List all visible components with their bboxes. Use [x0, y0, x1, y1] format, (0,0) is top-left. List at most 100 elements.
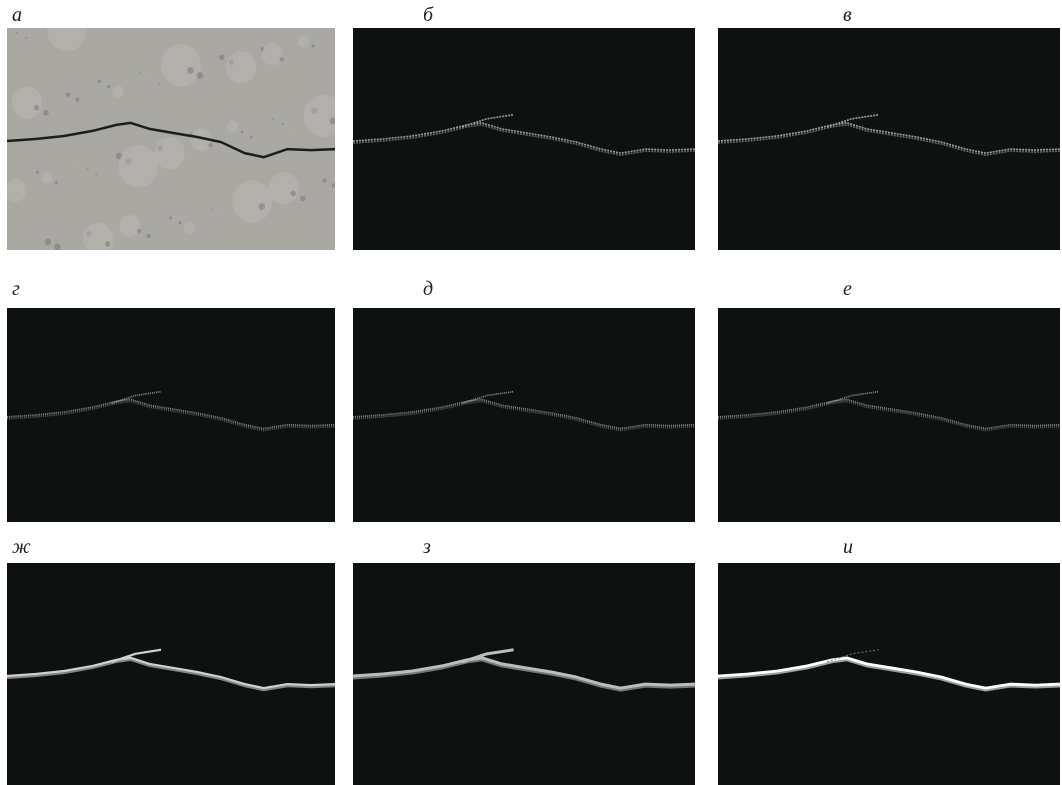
panel-label: б	[423, 4, 434, 26]
panel-label: г	[12, 278, 20, 300]
texture	[290, 190, 296, 197]
texture	[86, 231, 92, 237]
texture	[291, 127, 294, 130]
texture	[210, 208, 213, 211]
crack	[718, 398, 1060, 430]
texture	[303, 94, 335, 137]
texture	[157, 145, 163, 151]
texture	[310, 107, 318, 115]
panel-label: а	[12, 4, 22, 26]
texture	[161, 44, 201, 87]
panel-image	[718, 28, 1060, 250]
panel-image	[718, 563, 1060, 785]
crack-branch	[461, 390, 514, 405]
texture	[7, 179, 27, 202]
texture	[260, 46, 265, 52]
texture	[232, 180, 273, 223]
panel-label: в	[843, 4, 852, 26]
texture	[226, 120, 239, 133]
crack-edge	[7, 658, 335, 692]
texture	[112, 85, 124, 98]
texture	[249, 135, 253, 139]
crack-edge	[353, 400, 695, 432]
panel-image	[7, 563, 335, 785]
texture	[33, 104, 40, 111]
texture	[196, 71, 204, 79]
texture	[54, 243, 61, 250]
texture	[331, 183, 335, 188]
crack	[7, 656, 335, 690]
texture	[258, 203, 266, 211]
texture	[183, 221, 196, 234]
texture	[125, 157, 132, 165]
panel-image	[7, 308, 335, 522]
texture	[96, 173, 99, 176]
panel-image	[353, 563, 695, 785]
texture	[272, 117, 275, 120]
background	[353, 308, 695, 522]
panel-label: ж	[12, 536, 31, 558]
texture	[228, 59, 235, 66]
crack-edge	[7, 400, 335, 432]
texture	[225, 51, 257, 84]
crack-branch	[111, 390, 162, 405]
background	[7, 308, 335, 522]
crack	[353, 398, 695, 430]
texture	[115, 152, 123, 160]
crack	[718, 656, 1060, 690]
texture	[97, 79, 101, 84]
texture	[75, 97, 80, 102]
crack-branch	[111, 648, 162, 663]
texture	[187, 66, 194, 74]
texture	[7, 28, 8, 30]
panel-image	[718, 308, 1060, 522]
texture	[86, 168, 89, 171]
texture	[281, 122, 284, 125]
texture	[190, 128, 212, 152]
texture	[158, 82, 161, 85]
texture	[240, 130, 244, 134]
texture	[219, 54, 225, 61]
texture	[311, 44, 315, 48]
crack-edge	[353, 658, 695, 692]
texture	[54, 180, 58, 185]
texture	[279, 57, 284, 62]
panel-image	[353, 308, 695, 522]
texture	[35, 170, 39, 174]
texture	[146, 233, 151, 239]
texture	[65, 92, 70, 97]
background	[718, 308, 1060, 522]
crack-branch	[461, 648, 514, 664]
crack	[718, 122, 1060, 154]
texture	[268, 172, 299, 205]
texture	[11, 86, 43, 119]
texture	[43, 109, 49, 116]
texture	[77, 163, 80, 166]
texture	[169, 216, 173, 220]
texture	[300, 195, 306, 202]
panel-label: з	[423, 536, 431, 558]
crack-edge	[718, 124, 1060, 156]
panel-image	[353, 28, 695, 250]
texture	[137, 228, 142, 234]
texture	[44, 238, 52, 246]
texture	[297, 35, 310, 48]
texture	[322, 178, 327, 183]
panel-label: и	[843, 536, 853, 558]
texture	[261, 43, 283, 66]
panel-label: д	[423, 278, 434, 300]
texture	[219, 213, 222, 216]
texture	[148, 77, 151, 80]
crack	[353, 122, 695, 154]
texture	[329, 117, 335, 125]
texture	[107, 84, 111, 89]
crack-branch	[826, 649, 879, 663]
texture	[208, 142, 213, 148]
crack	[353, 656, 695, 690]
crack	[7, 121, 335, 159]
texture	[41, 171, 53, 184]
texture	[119, 214, 141, 237]
texture	[46, 28, 87, 52]
texture	[105, 241, 111, 247]
